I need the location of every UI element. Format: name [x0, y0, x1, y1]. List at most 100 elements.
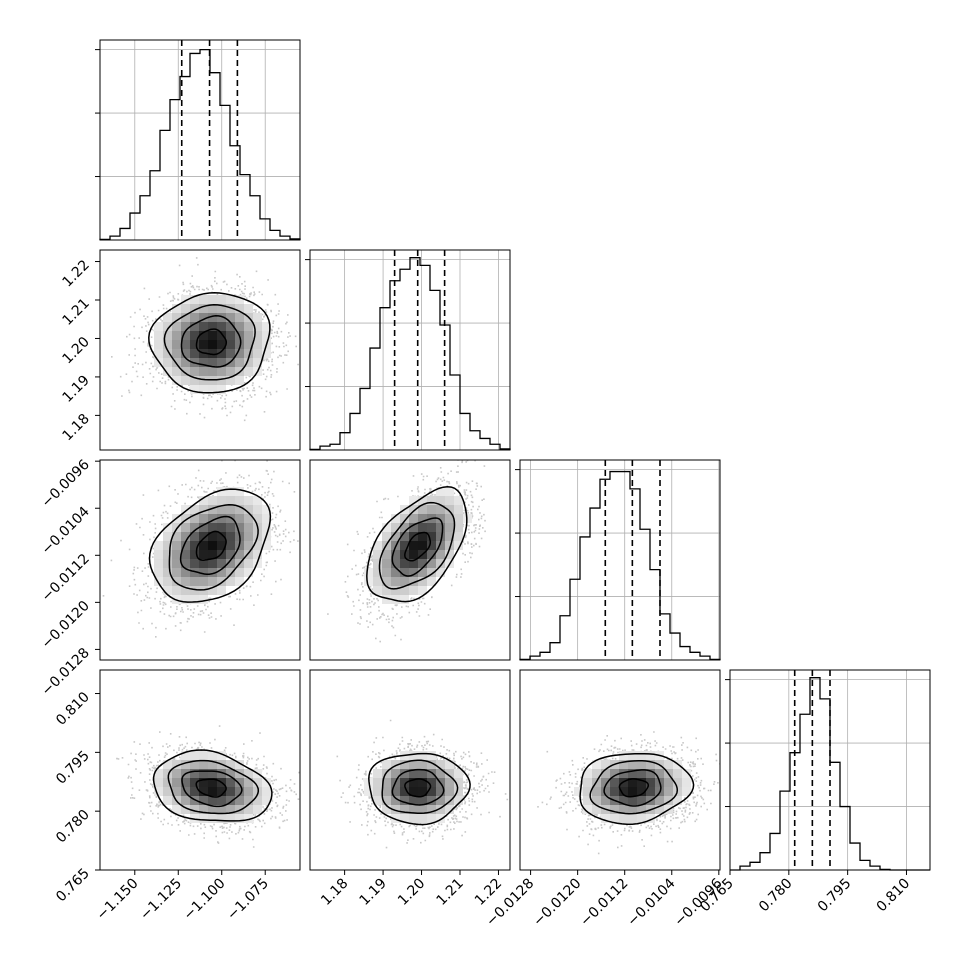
density-cell — [190, 532, 199, 541]
density-panel-1-0 — [99, 249, 301, 451]
density-cell — [445, 778, 454, 787]
density-cell — [226, 778, 235, 787]
density-cell — [427, 496, 436, 505]
density-cell — [262, 541, 271, 550]
density-cell — [391, 796, 400, 805]
panel-frame — [99, 459, 301, 661]
density-cell — [262, 331, 271, 340]
density-cell — [244, 505, 253, 514]
density-cell — [454, 796, 463, 805]
density-cell — [172, 568, 181, 577]
density-cell — [199, 787, 208, 796]
density-cell — [181, 505, 190, 514]
density-cell — [235, 577, 244, 586]
density-cell — [253, 349, 262, 358]
density-cell — [163, 331, 172, 340]
density-cell — [427, 805, 436, 814]
density-cell — [628, 805, 637, 814]
y-tick-label: 1.18 — [59, 411, 92, 444]
density-cell — [208, 541, 217, 550]
density-cell — [190, 550, 199, 559]
density-cell — [235, 550, 244, 559]
density-cell — [181, 367, 190, 376]
density-cell — [172, 550, 181, 559]
density-cell — [235, 760, 244, 769]
scatter-points — [336, 719, 509, 849]
density-cell — [199, 322, 208, 331]
density-cell — [253, 778, 262, 787]
x-tick-label: −0.0120 — [530, 876, 584, 930]
density-cell — [226, 559, 235, 568]
density-cell — [391, 805, 400, 814]
panel-background — [520, 460, 720, 660]
density-cell — [427, 541, 436, 550]
density-cell — [646, 778, 655, 787]
density-cell — [181, 295, 190, 304]
density-cell — [436, 505, 445, 514]
density-cell — [190, 385, 199, 394]
density-cell — [244, 814, 253, 823]
density-cell — [418, 814, 427, 823]
density-cell — [217, 568, 226, 577]
density-cell — [391, 523, 400, 532]
contour-level-3 — [152, 749, 273, 822]
density-cell — [172, 787, 181, 796]
contour-level-0 — [195, 530, 227, 561]
density-cell — [235, 796, 244, 805]
density-cell — [244, 358, 253, 367]
density-cell — [436, 550, 445, 559]
density-cell — [391, 514, 400, 523]
density-cell — [199, 367, 208, 376]
hist-panel-0 — [95, 39, 301, 241]
density-cell — [199, 577, 208, 586]
panel-frame — [519, 669, 721, 871]
density-cell — [400, 796, 409, 805]
histogram-2 — [519, 470, 721, 661]
density-cell — [664, 760, 673, 769]
contour-level-2 — [168, 504, 259, 591]
density-cell — [409, 751, 418, 760]
density-cell — [190, 796, 199, 805]
density-cell — [409, 496, 418, 505]
density-cell — [409, 760, 418, 769]
density-cell — [244, 796, 253, 805]
contour-level-2 — [589, 759, 679, 815]
contour-level-0 — [404, 778, 432, 798]
density-cell — [436, 541, 445, 550]
density-cell — [190, 805, 199, 814]
density-cell — [400, 532, 409, 541]
density-cell — [244, 496, 253, 505]
y-tick-label: 0.795 — [53, 748, 93, 788]
density-cell — [226, 367, 235, 376]
density-cell — [199, 814, 208, 823]
density-cell — [373, 541, 382, 550]
density-cell — [244, 778, 253, 787]
density-cell — [418, 751, 427, 760]
density-cell — [583, 769, 592, 778]
density-cell — [217, 814, 226, 823]
x-tick-label: 1.18 — [318, 876, 351, 909]
density-cell — [382, 787, 391, 796]
density-cell — [400, 568, 409, 577]
density-cell — [673, 769, 682, 778]
density-cell — [208, 322, 217, 331]
density-cell — [253, 796, 262, 805]
density-cell — [391, 532, 400, 541]
density-cell — [172, 376, 181, 385]
density-cell — [199, 295, 208, 304]
density-cell — [601, 760, 610, 769]
density-cell — [628, 814, 637, 823]
density-cell — [253, 514, 262, 523]
density-cell — [436, 523, 445, 532]
density-cell — [409, 769, 418, 778]
density-cell — [253, 313, 262, 322]
density-cell — [373, 778, 382, 787]
density-cell — [583, 787, 592, 796]
density-cell — [154, 541, 163, 550]
density-cell — [436, 496, 445, 505]
density-cell — [427, 751, 436, 760]
panel-frame — [309, 669, 511, 871]
density-cell — [226, 487, 235, 496]
density-cell — [382, 568, 391, 577]
density-cell — [172, 760, 181, 769]
